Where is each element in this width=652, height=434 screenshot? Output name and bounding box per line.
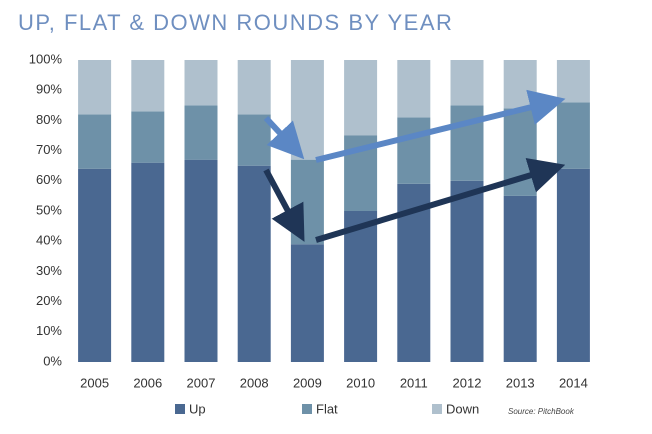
bar-segment [450,105,484,181]
y-tick-label: 90% [36,82,62,97]
x-tick-label: 2006 [133,375,162,390]
x-tick-label: 2013 [506,375,535,390]
bar-segment [397,117,431,184]
bar-segment [237,165,271,362]
legend-swatch [302,404,312,414]
y-tick-label: 40% [36,233,62,248]
x-tick-label: 2014 [559,375,588,390]
bar-segment [503,195,537,362]
bar-segment [556,102,590,169]
bar-segment [184,105,218,160]
x-tick-label: 2011 [400,375,428,390]
bar-segment [78,168,112,362]
bar-segment [78,60,112,115]
x-tick-label: 2009 [293,375,322,390]
y-tick-label: 50% [36,202,62,217]
y-tick-label: 70% [36,142,62,157]
legend-swatch [432,404,442,414]
x-tick-label: 2012 [453,375,482,390]
bar-segment [450,60,484,106]
bar-segment [237,114,271,166]
legend-label: Up [189,401,206,416]
bar-segment [78,114,112,169]
x-tick-label: 2010 [346,375,375,390]
bar-segment [397,60,431,118]
bar-segment [131,162,165,362]
bar-segment [237,60,271,115]
bar-segment [556,168,590,362]
bar-segment [131,111,165,163]
bar-segment [556,60,590,103]
bar-segment [290,244,324,362]
legend-label: Flat [316,401,338,416]
y-tick-label: 30% [36,263,62,278]
bar-segment [344,60,378,136]
legend-swatch [175,404,185,414]
bar-segment [184,60,218,106]
bar-segment [450,180,484,362]
trend-arrows [263,89,566,243]
y-tick-label: 0% [43,353,62,368]
chart-title: UP, FLAT & DOWN ROUNDS BY YEAR [18,10,453,35]
bar-segment [503,60,537,109]
legend-label: Down [446,401,479,416]
x-tick-label: 2008 [240,375,269,390]
bar-segment [290,159,324,245]
bar-segment [344,211,378,362]
y-tick-label: 100% [29,51,63,66]
bar-segment [290,60,324,160]
source-note: Source: PitchBook [508,407,575,416]
bar-segment [131,60,165,112]
y-tick-label: 20% [36,293,62,308]
x-tick-label: 2007 [187,375,216,390]
y-tick-label: 80% [36,112,62,127]
x-tick-label: 2005 [80,375,109,390]
y-tick-label: 10% [36,323,62,338]
y-tick-label: 60% [36,172,62,187]
bar-segment [184,159,218,362]
